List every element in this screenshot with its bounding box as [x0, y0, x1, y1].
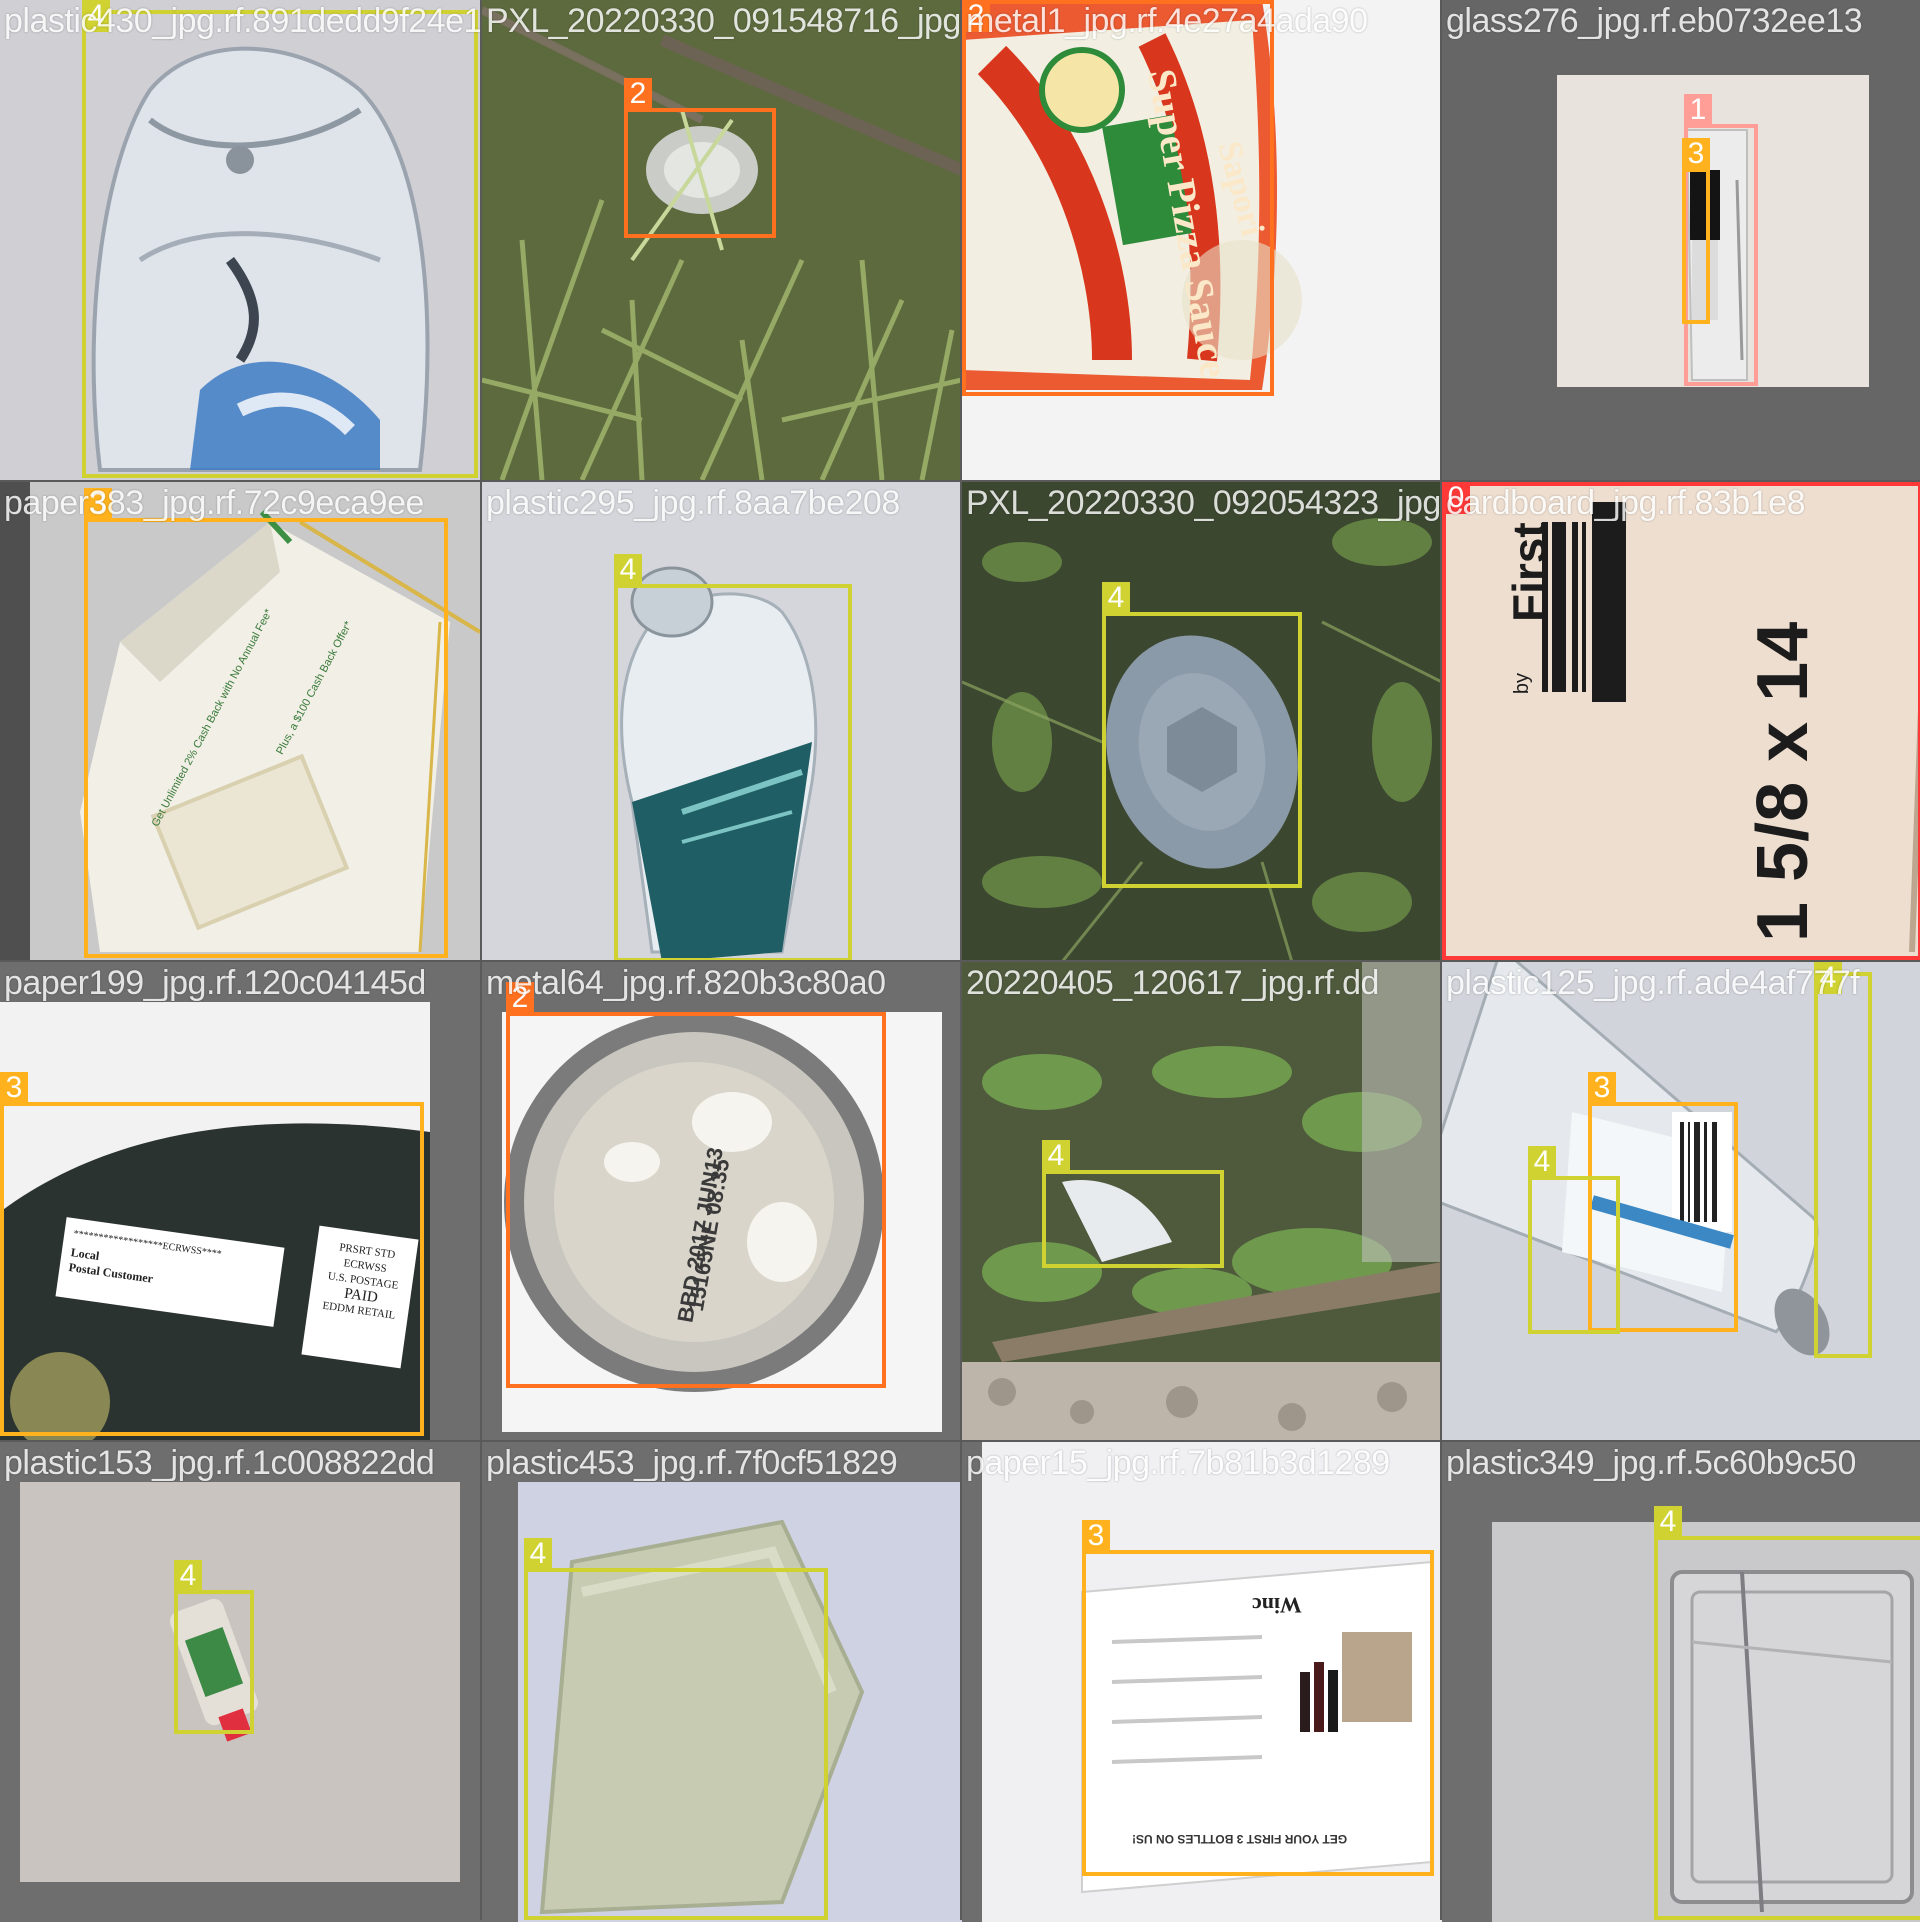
detection-box	[1682, 168, 1710, 324]
detection-box	[1588, 1102, 1738, 1332]
mosaic-tile: 4 PXL_20220330_092054323_jpg.rf	[962, 482, 1442, 962]
detection-box	[506, 1012, 886, 1388]
mosaic-tile: Winc GET YOUR FIRST 3 BOTTLES ON US! 3 pa…	[962, 1442, 1442, 1922]
class-label: 4	[1102, 582, 1130, 614]
detection-box	[614, 584, 852, 962]
class-label: 2	[962, 0, 990, 32]
class-label: 4	[524, 1538, 552, 1570]
image-filename: plastic453_jpg.rf.7f0cf51829	[486, 1444, 898, 1482]
image-filename: metal64_jpg.rf.820b3c80a0	[486, 964, 886, 1002]
class-label: 3	[0, 1072, 28, 1104]
photo-grass-with-lid	[962, 482, 1442, 962]
detection-box	[1528, 1176, 1620, 1334]
class-label: 4	[1042, 1140, 1070, 1172]
detection-box	[1684, 124, 1758, 386]
class-label: 4	[1814, 962, 1842, 994]
image-filename: metal1_jpg.rf.4e27a4ada90	[966, 2, 1368, 40]
mosaic-tile: 1 3 glass276_jpg.rf.eb0732ee13	[1442, 0, 1920, 480]
class-label: 4	[1528, 1146, 1556, 1178]
detection-box	[0, 1102, 424, 1436]
photo-water-bottle-teal-label	[482, 482, 962, 962]
image-filename: paper15_jpg.rf.7b81b3d1289	[966, 1444, 1390, 1482]
mosaic-tile: ******************ECRWSS**** Local Posta…	[0, 962, 480, 1442]
detection-box	[624, 108, 776, 238]
image-filename: plastic125_jpg.rf.ade4af777f	[1446, 964, 1860, 1002]
mosaic-tile: Get Unlimited 2% Cash Back with No Annua…	[0, 482, 480, 962]
detection-box	[174, 1590, 254, 1734]
class-label: 4	[614, 554, 642, 586]
class-label: 3	[84, 488, 112, 520]
grid-divider	[0, 960, 1920, 962]
mosaic-tile: Super Pizza Sauce Sapori 2 metal1_jpg.rf.…	[962, 0, 1442, 480]
detection-box	[1042, 1170, 1224, 1268]
photo-wine-paper-flyer	[962, 1442, 1442, 1922]
detection-box	[1654, 1536, 1920, 1920]
detection-box	[84, 518, 448, 958]
photo-glass-bottle-on-table	[1442, 0, 1920, 480]
image-filename: paper383_jpg.rf.72c9eca9ee	[4, 484, 424, 522]
mosaic-tile: 4 plastic153_jpg.rf.1c008822dd	[0, 1442, 480, 1922]
mosaic-tile: First by 1 5/8 x 14 0 cardboard_jpg.rf.83…	[1442, 482, 1920, 962]
detection-box	[1442, 482, 1920, 960]
image-filename: plastic430_jpg.rf.891dedd9f24e1b0296370	[4, 2, 480, 40]
photo-mail-postal-customer	[0, 962, 480, 1442]
detection-box	[524, 1568, 828, 1920]
detection-box	[1102, 612, 1302, 888]
photo-grass-with-can	[482, 0, 962, 480]
photo-clear-plastic-bottle-bottom	[0, 0, 480, 480]
mosaic-tile: 4 3 4 plastic125_jpg.rf.ade4af777f	[1442, 962, 1920, 1442]
class-label: 1	[1684, 94, 1712, 126]
mosaic-tile: BBD 2017 JUN13 15165NE 08:35 2 metal64_jp…	[482, 962, 962, 1442]
mosaic-tile: 4 plastic349_jpg.rf.5c60b9c50	[1442, 1442, 1920, 1922]
image-filename: glass276_jpg.rf.eb0732ee13	[1446, 2, 1863, 40]
photo-white-plastic-block	[482, 1442, 962, 1922]
image-filename: PXL_20220330_091548716_jpg.rf	[486, 2, 962, 40]
detection-box	[1082, 1550, 1434, 1876]
class-label: 2	[624, 78, 652, 110]
photo-cardboard-box-print	[1442, 482, 1920, 962]
photo-clear-clamshell	[1442, 1442, 1920, 1922]
mosaic-tile: 2 PXL_20220330_091548716_jpg.rf	[482, 0, 962, 480]
class-label: 4	[1654, 1506, 1682, 1538]
mosaic-tile: 4 plastic295_jpg.rf.8aa7be208	[482, 482, 962, 962]
class-label: 3	[1082, 1520, 1110, 1552]
class-label: 0	[1442, 482, 1470, 514]
class-label: 3	[1588, 1072, 1616, 1104]
detection-box	[82, 10, 478, 478]
class-label: 4	[174, 1560, 202, 1592]
image-filename: plastic349_jpg.rf.5c60b9c50	[1446, 1444, 1856, 1482]
class-label: 4	[82, 0, 110, 32]
mosaic-tile: 4 plastic453_jpg.rf.7f0cf51829	[482, 1442, 962, 1922]
photo-small-tube	[0, 1442, 480, 1922]
class-label: 3	[1682, 138, 1710, 170]
image-filename: cardboard_jpg.rf.83b1e8	[1446, 484, 1806, 522]
image-filename: plastic295_jpg.rf.8aa7be208	[486, 484, 900, 522]
detection-box	[1814, 972, 1872, 1358]
image-filename: PXL_20220330_092054323_jpg.rf	[966, 484, 1442, 522]
photo-paper-envelope	[0, 482, 480, 962]
image-filename: paper199_jpg.rf.120c04145d	[4, 964, 426, 1002]
class-label: 2	[506, 982, 534, 1014]
image-filename: plastic153_jpg.rf.1c008822dd	[4, 1444, 435, 1482]
photo-water-bottle-barcode	[1442, 962, 1920, 1442]
grid-divider	[0, 480, 1920, 482]
photo-can-bottom	[482, 962, 962, 1442]
image-filename: 20220405_120617_jpg.rf.dd	[966, 964, 1379, 1002]
grid-divider	[0, 1440, 1920, 1442]
mosaic-tile: 4 20220405_120617_jpg.rf.dd	[962, 962, 1442, 1442]
detection-box	[962, 0, 1274, 396]
